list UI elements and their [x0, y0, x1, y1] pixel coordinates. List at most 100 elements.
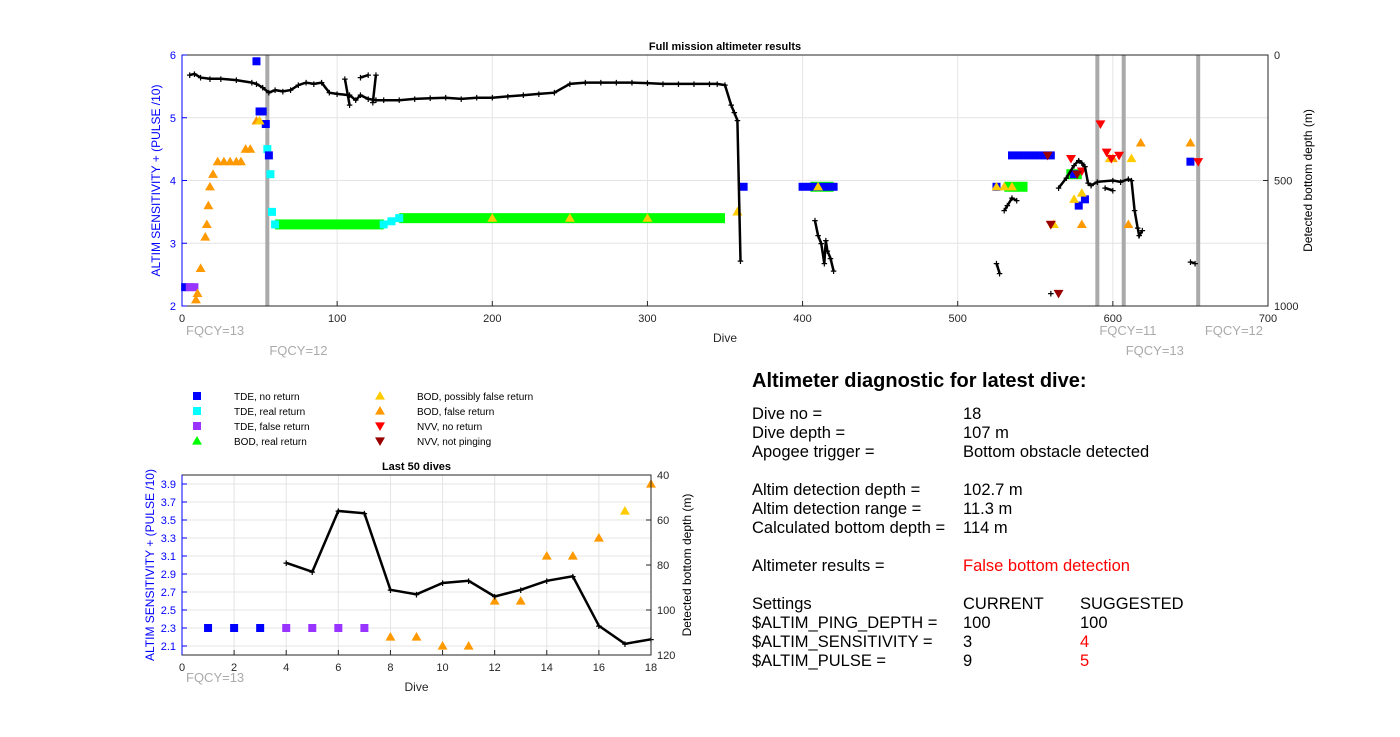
nvv-no-return-point	[1066, 154, 1076, 164]
bottom-depth-point: +	[660, 79, 666, 91]
bottom-depth-line	[285, 509, 652, 646]
bottom-depth-point: +	[311, 79, 317, 91]
bod-false-return-point	[515, 596, 526, 605]
bottom-depth-point: +	[714, 79, 720, 91]
tde-no-return-point	[1031, 151, 1040, 160]
bottom-depth-point: +	[197, 73, 203, 85]
setting-current: 3	[963, 633, 973, 651]
chart-title: Full mission altimeter results	[649, 41, 801, 53]
diagnostic-title: Altimeter diagnostic for latest dive:	[752, 370, 1087, 392]
y-tick-label: 3.7	[161, 497, 176, 509]
nvv-not-pinging-point	[1045, 220, 1056, 230]
bottom-depth-point: +	[334, 89, 340, 101]
bod-possibly-false-point	[999, 181, 1010, 191]
x-tick-label: 300	[638, 313, 656, 325]
bottom-depth-point: +	[233, 75, 239, 87]
bod-real-return-band	[275, 219, 384, 230]
bod-false-return-point	[204, 181, 215, 191]
dive-no-value: 18	[963, 405, 982, 423]
x-tick-label: 0	[179, 313, 185, 325]
bottom-depth-point: +	[280, 86, 286, 98]
bottom-depth-point: +	[629, 78, 635, 90]
bod-false-return-point	[201, 219, 212, 229]
bottom-depth-point: +	[1136, 231, 1142, 243]
bod-possibly-false-point	[813, 181, 824, 191]
x-tick-label: 4	[283, 662, 289, 674]
bottom-depth-point: +	[1055, 183, 1061, 195]
bod-false-return-point	[411, 632, 422, 641]
tde-real-return-point	[263, 145, 272, 154]
bottom-depth-point: +	[536, 89, 542, 101]
nvv-no-return-point	[1101, 148, 1112, 158]
bottom-depth-point: +	[287, 85, 293, 97]
bottom-depth-point: +	[411, 94, 417, 106]
bottom-depth-point: +	[326, 88, 332, 100]
bottom-depth-point: +	[567, 79, 573, 91]
tde-no-return-point	[181, 283, 190, 292]
calculated-depth-row: Calculated bottom depth = 114 m	[752, 519, 1372, 538]
y-tick-label: 2.3	[161, 623, 176, 635]
bod-possibly-false-point	[991, 181, 1002, 191]
bottom-depth-segment	[1190, 260, 1196, 265]
fqcy-label: FQCY=12	[1205, 323, 1263, 338]
bod-false-return-point	[191, 294, 201, 304]
setting-current: 100	[963, 614, 991, 632]
bod-possibly-false-point	[564, 213, 575, 222]
nvv-not-pinging-point	[1072, 170, 1083, 180]
nvv-not-pinging-point	[1042, 151, 1053, 161]
bod-false-return-point	[1123, 219, 1134, 229]
x-tick-label: 14	[541, 662, 553, 674]
bottom-depth-point: +	[491, 592, 497, 604]
fqcy-label: FQCY=13	[1126, 343, 1184, 358]
dive-depth-row: Dive depth = 107 m	[752, 424, 1372, 443]
bod-false-return-point	[541, 551, 552, 560]
tde-real-return-point	[267, 207, 276, 216]
detection-depth-row: Altim detection depth = 102.7 m	[752, 481, 1372, 500]
tde-real-return-point	[387, 217, 396, 226]
bottom-depth-segment	[1057, 158, 1144, 240]
tde-false-return-point	[185, 283, 194, 292]
tde-no-return-point	[1070, 170, 1079, 179]
bottom-depth-spike	[360, 73, 369, 79]
bottom-depth-point: +	[1082, 162, 1088, 174]
y-axis-label: ALTIM SENSITIVITY + (PULSE /10)	[149, 85, 163, 277]
x-tick-label: 700	[1259, 313, 1277, 325]
bod-false-return-point	[567, 551, 578, 560]
bod-false-return-point	[195, 263, 206, 272]
bottom-depth-point: +	[365, 94, 371, 106]
bottom-depth-point: +	[731, 108, 737, 120]
last-50-dives-chart: +++ ++ ++ ++++ +++ +0 2 4 6 8 10 12 14 16 182.12.32.52…	[143, 461, 694, 694]
bottom-depth-point: +	[413, 589, 419, 601]
bottom-depth-point: +	[1117, 177, 1123, 189]
marker-legend: TDE, no return TDE, real return TDE, false…	[192, 391, 533, 448]
bod-possibly-false-point	[1126, 153, 1137, 163]
bottom-depth-point: +	[357, 73, 363, 85]
bottom-depth-point: +	[361, 508, 367, 520]
legend-marker	[193, 392, 201, 400]
y-tick-label: 5	[170, 113, 176, 125]
x-axis-label: Dive	[404, 680, 428, 694]
tde-no-return-point	[258, 107, 267, 116]
detection-range-value: 11.3 m	[963, 500, 1013, 518]
tde-no-return-point	[1015, 151, 1024, 160]
bod-possibly-false-point	[1007, 181, 1017, 191]
detection-range-row: Altim detection range = 11.3 m	[752, 500, 1372, 519]
tde-real-return-point	[379, 220, 388, 229]
tde-no-return-point	[1023, 151, 1032, 160]
tde-no-return-point	[256, 624, 265, 632]
bottom-depth-point: +	[1131, 206, 1137, 218]
bottom-depth-segment	[1104, 186, 1114, 192]
bottom-depth-point: +	[373, 70, 379, 82]
bottom-depth-point: +	[439, 578, 445, 590]
legend-label: TDE, no return	[234, 392, 300, 403]
bottom-depth-point: +	[622, 639, 628, 651]
tde-no-return-point	[1080, 195, 1089, 204]
tde-false-return-point	[282, 624, 291, 632]
bottom-depth-point: +	[489, 93, 495, 105]
bottom-depth-point: +	[474, 93, 480, 105]
bottom-depth-point: +	[218, 74, 224, 86]
bod-false-return-point	[200, 232, 211, 241]
dive-depth-label: Dive depth =	[752, 424, 846, 442]
tde-false-return-point	[308, 624, 317, 632]
y-right-tick-label: 40	[657, 470, 669, 482]
